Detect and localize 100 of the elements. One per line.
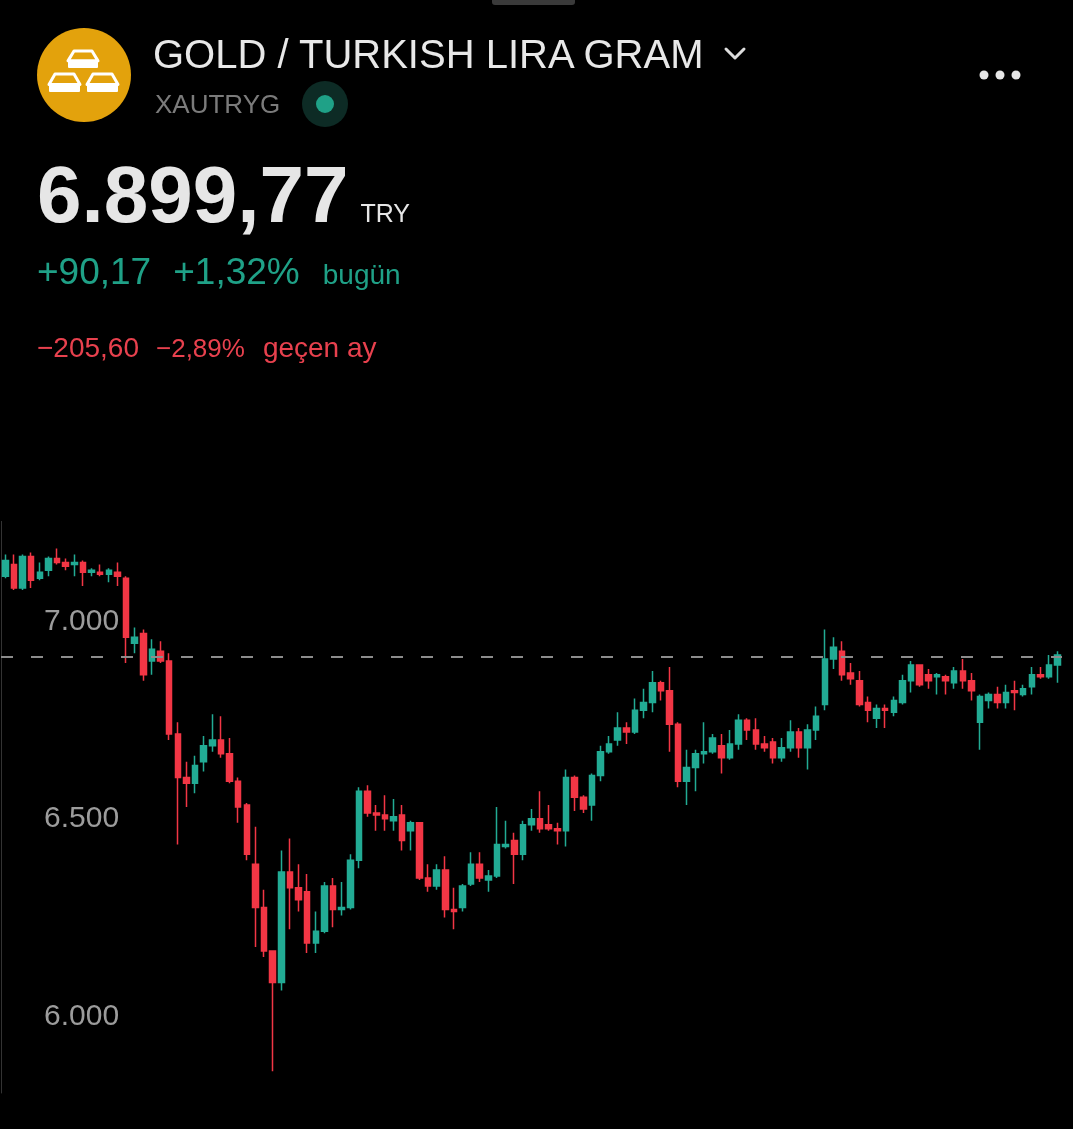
candlestick	[812, 705, 820, 741]
candlestick	[950, 666, 958, 690]
candlestick	[363, 784, 372, 818]
candlestick	[588, 772, 596, 822]
candlestick	[329, 877, 337, 929]
candlestick	[890, 695, 898, 718]
candlestick	[1019, 683, 1027, 698]
candlestick	[579, 794, 588, 814]
candlestick	[752, 717, 760, 751]
candlestick	[346, 853, 355, 911]
candlestick	[1010, 680, 1019, 712]
candlestick	[122, 575, 130, 664]
candlestick	[277, 849, 286, 992]
candlestick	[734, 713, 743, 751]
candlestick	[44, 555, 53, 577]
text: +90,17	[37, 251, 152, 292]
chart-subtitle: XAUTRYG	[155, 89, 281, 119]
candlestick	[260, 889, 268, 958]
candlestick	[665, 666, 674, 753]
y-tick-label: 6.500	[44, 800, 120, 834]
candlestick	[36, 561, 44, 581]
candlestick	[786, 719, 795, 753]
candlestick	[320, 881, 329, 934]
candlestick	[10, 553, 18, 591]
candlestick	[570, 774, 579, 812]
candlestick	[898, 674, 907, 706]
candlestick	[96, 563, 104, 577]
candlestick	[674, 721, 682, 789]
candlestick	[536, 790, 544, 834]
candlestick	[191, 754, 199, 794]
candlestick	[337, 881, 346, 917]
candlestick	[493, 806, 501, 879]
candlestick	[838, 640, 846, 682]
candlestick	[657, 680, 665, 702]
candlestick	[519, 820, 527, 862]
candlestick	[139, 628, 148, 682]
candlestick	[544, 804, 553, 832]
candlestick	[467, 851, 475, 887]
candlestick	[501, 820, 510, 850]
candlestick	[234, 776, 242, 824]
text: bugün	[322, 259, 401, 290]
candlestick	[355, 786, 363, 869]
candlestick	[864, 695, 872, 723]
candlestick	[769, 737, 777, 765]
candlestick	[924, 668, 933, 690]
candlestick	[915, 664, 924, 688]
candlestick	[803, 723, 812, 771]
candlestick	[941, 674, 950, 696]
candlestick	[622, 721, 631, 745]
candlestick	[726, 729, 734, 761]
candlestick	[113, 561, 122, 587]
candlestick	[217, 715, 225, 759]
candlestick	[976, 693, 984, 751]
candlestick	[510, 831, 519, 885]
candlestick	[846, 662, 855, 686]
candlestick	[605, 735, 613, 755]
candlestick	[70, 553, 79, 577]
candlestick	[148, 638, 156, 676]
candlestick	[27, 551, 35, 589]
candlestick	[225, 737, 234, 785]
candlestick	[303, 873, 311, 954]
candlestick	[613, 711, 622, 747]
candlestick	[682, 749, 691, 806]
candlestick	[1036, 666, 1045, 680]
candlestick	[691, 749, 700, 792]
candlestick	[18, 553, 27, 591]
candlestick	[717, 733, 726, 775]
y-tick-label: 6.000	[44, 997, 120, 1031]
candlestick	[268, 950, 277, 1073]
candlestick	[406, 820, 415, 852]
y-tick-label: 7.000	[44, 603, 120, 637]
candlestick	[639, 687, 648, 719]
candlestick	[458, 883, 467, 913]
candlestick	[372, 804, 381, 832]
candlestick	[648, 670, 657, 714]
text: 6.899,77	[37, 150, 349, 239]
chart-title: GOLD / TURKISH LIRA GRAM	[153, 32, 704, 76]
candlestick	[286, 837, 294, 931]
text: geçen ay	[262, 332, 377, 363]
candlestick	[984, 691, 993, 710]
candlestick	[398, 804, 406, 852]
candlestick	[1045, 654, 1053, 680]
candlestick	[596, 745, 605, 783]
text: +1,32%	[173, 251, 300, 292]
candlestick	[381, 794, 389, 832]
candlestick	[79, 559, 87, 587]
candlestick	[967, 672, 976, 702]
candlestick	[933, 672, 941, 696]
candlestick	[53, 547, 61, 566]
text: TRY	[360, 199, 410, 227]
candlestick	[87, 567, 96, 577]
candlestick	[872, 703, 881, 729]
candlestick	[700, 721, 708, 765]
candlestick	[415, 822, 424, 881]
candlestick	[795, 727, 803, 759]
candlestick	[450, 887, 458, 931]
candlestick	[1, 553, 10, 579]
candlestick	[562, 768, 570, 848]
candlestick	[527, 808, 536, 832]
candlestick	[389, 798, 398, 832]
